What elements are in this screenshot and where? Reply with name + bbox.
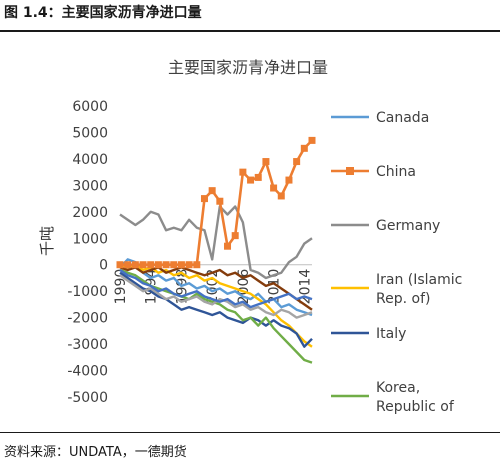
china-point [262, 158, 270, 166]
china-point [200, 195, 208, 203]
china-point [270, 184, 278, 192]
y-tick-label: 0 [99, 258, 108, 274]
china-point [293, 158, 301, 166]
series-line [119, 266, 313, 311]
x-tick-label: 2002 [205, 269, 221, 305]
top-rule [0, 30, 500, 32]
x-tick-label: 2014 [297, 269, 313, 305]
china-point [124, 261, 132, 269]
china-point [247, 176, 255, 184]
y-tick-label: -1000 [67, 284, 108, 300]
series-line [119, 205, 313, 280]
legend-label: Iran (Islamic Rep. of) [376, 272, 462, 307]
series-layer [116, 136, 316, 364]
china-point [131, 261, 139, 269]
y-axis-label: 千吨 [38, 226, 56, 256]
legend-label: Korea, Republic of [376, 380, 455, 415]
series-line [119, 271, 313, 348]
legend-marker [346, 167, 354, 175]
china-point [277, 192, 285, 200]
legend-label: Italy [376, 326, 406, 342]
figure-caption: 图 1.4：主要国家沥青净进口量 [4, 5, 202, 21]
bottom-rule [0, 432, 500, 433]
chart-title: 主要国家沥青净进口量 [168, 58, 328, 77]
y-tick-label: 6000 [72, 99, 108, 115]
y-axis: 6000 5000 4000 3000 2000 1000 0 -1000 -2000 -3000… [67, 99, 108, 406]
legend: Canada China Germany Iran (Islamic Rep. of) I… [331, 110, 462, 415]
series-line [120, 139, 313, 266]
china-point [162, 261, 170, 269]
china-point [154, 261, 162, 269]
line-chart: 主要国家沥青净进口量 千吨 6000 5000 4000 3000 2000 1000 0 -… [38, 58, 462, 415]
y-tick-label: -4000 [67, 364, 108, 380]
y-tick-label: -5000 [67, 390, 108, 406]
legend-label: China [376, 164, 416, 180]
y-tick-label: 5000 [72, 125, 108, 141]
china-point [254, 173, 262, 181]
china-point [231, 232, 239, 240]
y-tick-label: 2000 [72, 205, 108, 221]
china-point [170, 261, 178, 269]
china-point [208, 187, 216, 195]
y-tick-label: 3000 [72, 178, 108, 194]
china-point [193, 261, 201, 269]
series-line [119, 269, 313, 309]
series-line [119, 274, 313, 319]
y-tick-label: -3000 [67, 337, 108, 353]
china-point [239, 168, 247, 176]
china-point [300, 144, 308, 152]
china-point [216, 197, 224, 205]
china-point [185, 261, 193, 269]
source-note: 资料来源：UNDATA，一德期货 [4, 445, 187, 460]
y-tick-label: -2000 [67, 311, 108, 327]
china-point [224, 242, 232, 250]
legend-label: Canada [376, 110, 429, 126]
y-tick-label: 4000 [72, 152, 108, 168]
series-line [119, 258, 313, 317]
china-point [177, 261, 185, 269]
china-point [285, 176, 293, 184]
china-point [139, 261, 147, 269]
series-line [119, 263, 313, 348]
legend-label: Germany [376, 218, 440, 234]
china-point [308, 136, 316, 144]
china-point [116, 261, 124, 269]
china-point [147, 261, 155, 269]
y-tick-label: 1000 [72, 231, 108, 247]
